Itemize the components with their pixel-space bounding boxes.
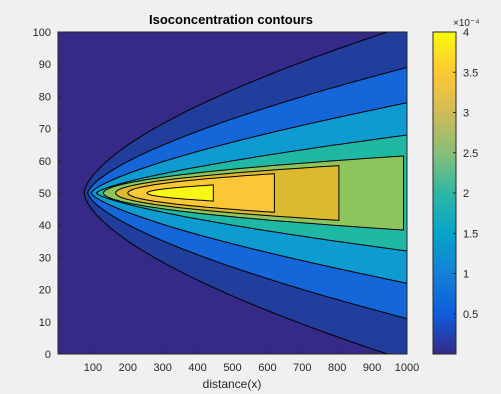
x-axis-label: distance(x) <box>203 377 262 391</box>
y-tick-label: 50 <box>39 188 51 200</box>
y-tick-label: 90 <box>39 59 51 71</box>
x-tick-label: 300 <box>154 362 172 374</box>
x-tick-label: 1000 <box>395 362 419 374</box>
x-tick-label: 700 <box>293 362 311 374</box>
y-tick-label: 0 <box>45 349 51 361</box>
colorbar-gradient <box>432 31 457 355</box>
y-tick-label: 70 <box>39 124 51 136</box>
colorbar-tick-label: 3 <box>463 108 469 120</box>
colorbar-tick-label: 3.5 <box>463 67 478 79</box>
contour-level-8 <box>146 184 214 202</box>
x-tick-label: 900 <box>363 362 381 374</box>
chart-title: Isoconcentration contours <box>149 12 313 27</box>
x-tick-label: 600 <box>258 362 276 374</box>
x-axis: 100 200 300 400 500 600 700 800 900 1000 <box>84 351 419 374</box>
y-tick-label: 60 <box>39 156 51 168</box>
y-tick-label: 30 <box>39 252 51 264</box>
colorbar-tick-label: 1 <box>463 269 469 281</box>
colorbar-tick-label: 1.5 <box>463 228 478 240</box>
x-tick-label: 400 <box>188 362 206 374</box>
colorbar-tick-label: 2 <box>463 188 469 200</box>
x-tick-label: 500 <box>223 362 241 374</box>
contour-group <box>83 32 407 354</box>
colorbar: 0.5 1 1.5 2 2.5 3 3.5 4 ×10⁻⁴ <box>432 18 480 355</box>
x-tick-label: 200 <box>119 362 137 374</box>
y-tick-label: 80 <box>39 91 51 103</box>
colorbar-tick-label: 2.5 <box>463 148 478 160</box>
colorbar-tick-label: 4 <box>463 27 469 39</box>
y-tick-label: 40 <box>39 220 51 232</box>
x-tick-label: 100 <box>84 362 102 374</box>
colorbar-multiplier: ×10⁻⁴ <box>453 18 480 29</box>
plot-area <box>57 31 408 355</box>
y-axis: 0 10 20 30 40 50 60 70 80 90 100 <box>33 27 61 361</box>
y-tick-label: 20 <box>39 285 51 297</box>
colorbar-tick-label: 0.5 <box>463 309 478 321</box>
colorbar-ticks: 0.5 1 1.5 2 2.5 3 3.5 4 <box>453 27 478 321</box>
y-tick-label: 100 <box>33 27 51 39</box>
y-tick-label: 10 <box>39 317 51 329</box>
x-tick-label: 800 <box>328 362 346 374</box>
